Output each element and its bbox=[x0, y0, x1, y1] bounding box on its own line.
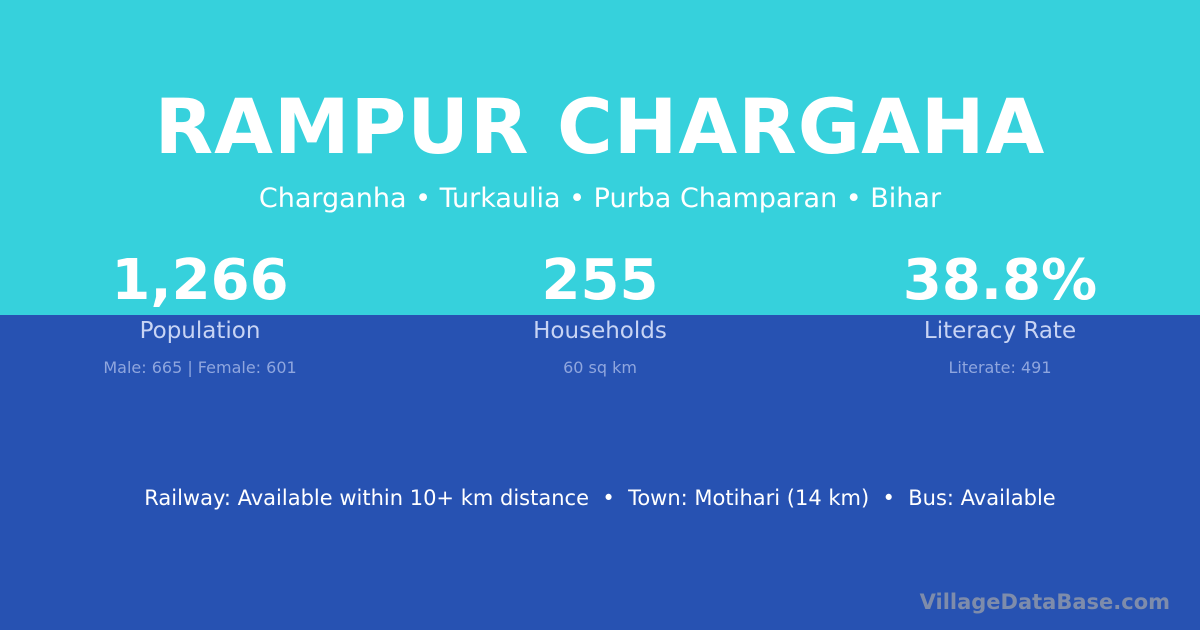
stat-detail: Literate: 491 bbox=[948, 358, 1052, 377]
stat-label: Literacy Rate bbox=[923, 318, 1077, 344]
stat-value: 1,266 bbox=[111, 248, 289, 313]
connectivity-info: Railway: Available within 10+ km distanc… bbox=[144, 486, 1056, 510]
stat-households: 255 Households 60 sq km bbox=[400, 248, 800, 378]
stat-detail: 60 sq km bbox=[563, 358, 637, 377]
body-band bbox=[0, 315, 1200, 630]
stat-population: 1,266 Population Male: 665 | Female: 601 bbox=[0, 248, 400, 378]
location-breadcrumb: Charganha • Turkaulia • Purba Champaran … bbox=[258, 183, 942, 214]
stat-value: 255 bbox=[541, 248, 659, 313]
stat-label: Households bbox=[533, 318, 667, 344]
village-title: RAMPUR CHARGAHA bbox=[154, 82, 1046, 171]
brand-watermark: VillageDataBase.com bbox=[919, 590, 1170, 614]
stat-value: 38.8% bbox=[902, 248, 1098, 313]
header-band bbox=[0, 0, 1200, 315]
stat-label: Population bbox=[139, 318, 261, 344]
stat-detail: Male: 665 | Female: 601 bbox=[103, 358, 297, 377]
stat-literacy: 38.8% Literacy Rate Literate: 491 bbox=[800, 248, 1200, 378]
